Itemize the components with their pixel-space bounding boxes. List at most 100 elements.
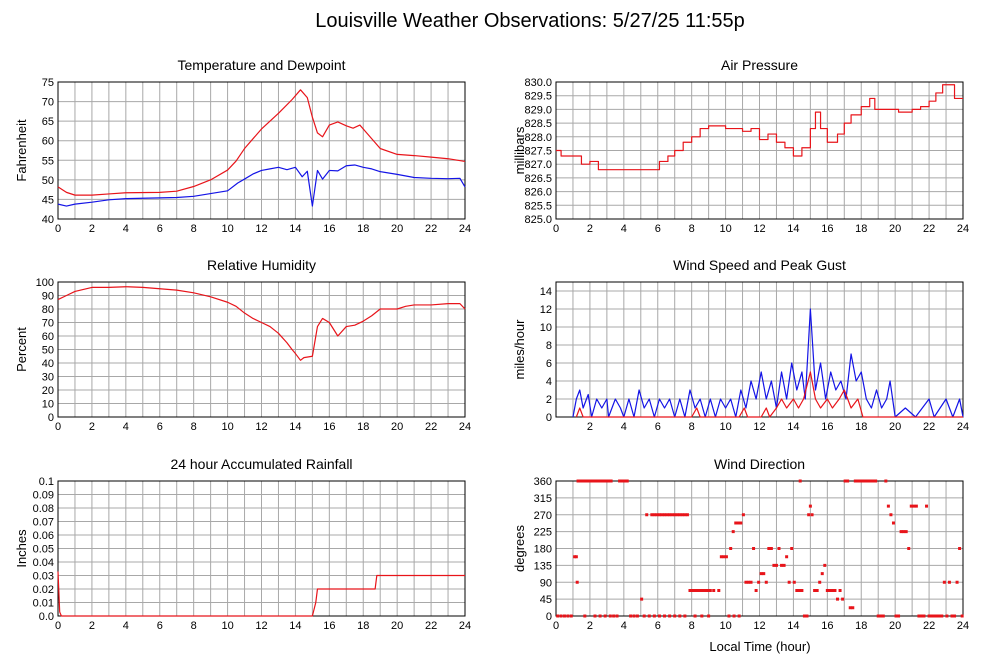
y-tick-label: 0.09 [33, 490, 54, 502]
x-tick-label: 14 [787, 421, 799, 433]
series-line-temp-0 [57, 89, 466, 196]
x-tick-label: 10 [719, 620, 731, 632]
x-tick-label: 24 [957, 620, 969, 632]
data-point [823, 563, 827, 567]
x-tick-label: 14 [289, 223, 301, 235]
y-tick-label: 830.0 [524, 77, 552, 89]
data-point [820, 572, 824, 576]
data-point [846, 479, 850, 483]
data-point [708, 589, 712, 592]
data-point [907, 547, 911, 550]
data-point [772, 563, 776, 567]
x-tick-label: 14 [289, 421, 301, 433]
data-point [625, 479, 629, 483]
data-point [583, 614, 587, 618]
data-point [792, 580, 796, 584]
data-point [629, 614, 633, 618]
data-point [707, 614, 711, 618]
data-point [838, 589, 842, 592]
y-axis-label: millibars [512, 126, 527, 174]
series-line-wind-1 [575, 371, 963, 418]
x-tick-label: 4 [621, 421, 627, 433]
y-tick-label: 65 [42, 116, 54, 128]
chart-title: Wind Direction [714, 456, 805, 472]
data-point [879, 614, 883, 618]
x-tick-label: 2 [89, 223, 95, 235]
data-point [937, 614, 941, 618]
x-tick-label: 24 [957, 223, 969, 235]
data-point [575, 580, 579, 584]
x-tick-label: 16 [323, 223, 335, 235]
x-tick-label: 6 [157, 421, 163, 433]
chart-title: Temperature and Dewpoint [177, 57, 345, 73]
data-point [922, 614, 926, 618]
y-tick-label: 60 [42, 331, 54, 343]
data-point [757, 580, 761, 584]
x-tick-label: 8 [191, 421, 197, 433]
y-tick-label: 0 [546, 611, 552, 623]
data-point [749, 580, 753, 584]
x-tick-label: 20 [889, 620, 901, 632]
data-point [566, 614, 570, 618]
plot-frame [57, 81, 466, 220]
chart-rain: 0 2 4 6 8 10 12 14 16 18 20 22 240.00.010.020.030.04… [14, 456, 471, 632]
data-point [935, 614, 939, 618]
x-tick-label: 18 [855, 223, 867, 235]
x-tick-label: 12 [753, 223, 765, 235]
y-tick-label: 8 [546, 340, 552, 352]
data-point [912, 504, 916, 508]
x-tick-label: 12 [753, 421, 765, 433]
y-tick-label: 100 [36, 277, 54, 289]
data-point [729, 547, 733, 550]
y-tick-label: 45 [540, 594, 552, 606]
data-point [618, 479, 622, 483]
data-point [678, 513, 682, 517]
data-point [642, 614, 646, 618]
data-point [688, 589, 692, 592]
x-tick-label: 4 [621, 223, 627, 235]
data-point [685, 513, 689, 517]
data-point [833, 589, 837, 592]
series-line-wind-0 [572, 308, 964, 418]
y-tick-label: 12 [540, 304, 552, 316]
data-point [759, 572, 763, 576]
data-point [752, 547, 756, 550]
data-point [940, 614, 944, 618]
x-tick-label: 22 [923, 421, 935, 433]
data-point [620, 479, 624, 483]
y-tick-label: 50 [42, 345, 54, 357]
y-tick-label: 180 [534, 544, 552, 556]
data-point [754, 589, 758, 592]
data-point [608, 614, 612, 618]
series-line-rain-0 [57, 571, 465, 617]
x-tick-label: 18 [357, 620, 369, 632]
x-tick-label: 4 [123, 620, 129, 632]
data-point [897, 614, 901, 618]
data-point [701, 589, 705, 592]
data-point [668, 513, 672, 517]
y-tick-label: 40 [42, 214, 54, 226]
chart-direction: 0 2 4 6 8 10 12 14 16 18 20 22 240459013518022527031… [512, 456, 969, 632]
chart-title: Air Pressure [721, 57, 798, 73]
x-tick-label: 2 [89, 620, 95, 632]
y-tick-label: 10 [42, 399, 54, 411]
x-tick-label: 22 [425, 223, 437, 235]
y-tick-label: 829.5 [524, 91, 552, 103]
chart-title: Relative Humidity [207, 257, 316, 273]
y-tick-label: 40 [42, 358, 54, 370]
data-point [724, 555, 728, 559]
y-tick-label: 75 [42, 77, 54, 89]
data-point [787, 580, 791, 584]
data-point [863, 479, 867, 483]
x-tick-label: 6 [157, 620, 163, 632]
data-point [706, 589, 710, 592]
data-point [800, 589, 804, 592]
data-point [593, 614, 597, 618]
x-tick-label: 22 [425, 620, 437, 632]
data-point [576, 479, 580, 483]
data-point [841, 597, 845, 601]
y-tick-label: 0.05 [33, 544, 54, 556]
data-point [599, 479, 603, 483]
data-point [559, 614, 563, 618]
